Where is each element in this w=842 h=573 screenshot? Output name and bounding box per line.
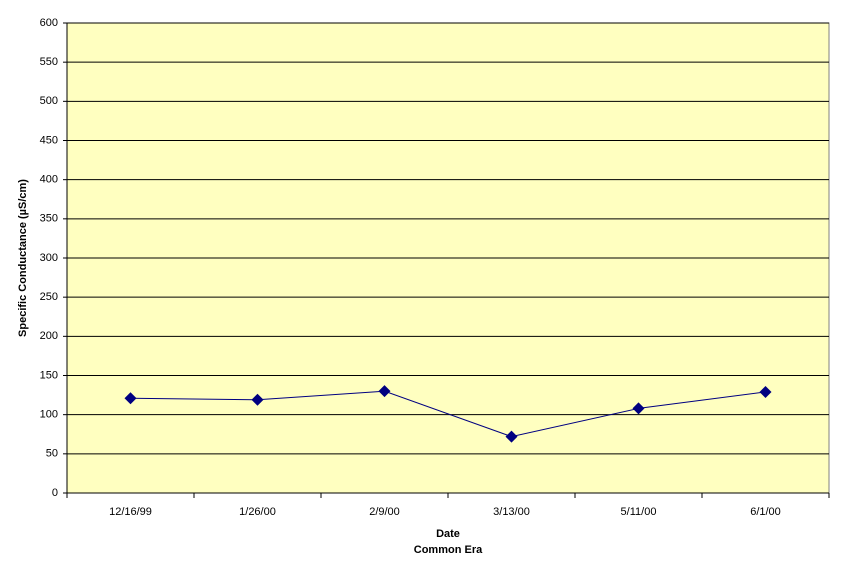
x-tick-label: 2/9/00 (369, 506, 400, 518)
data-marker (759, 385, 772, 398)
y-tick-label: 250 (40, 291, 58, 303)
data-marker (505, 430, 518, 443)
x-tick-label: 3/13/00 (493, 506, 530, 518)
x-axis-title: Date (436, 528, 460, 540)
data-marker (251, 393, 264, 406)
x-tick-label: 1/26/00 (239, 506, 276, 518)
y-tick-label: 100 (40, 409, 58, 421)
data-marker (632, 402, 645, 415)
x-tick-label: 12/16/99 (109, 506, 152, 518)
y-tick-label: 600 (40, 17, 58, 29)
x-tick-label: 5/11/00 (621, 506, 657, 518)
y-tick-label: 350 (40, 213, 58, 225)
data-marker (124, 392, 137, 405)
x-tick-label: 6/1/00 (750, 506, 781, 518)
y-tick-label: 550 (40, 56, 58, 68)
y-tick-label: 300 (40, 252, 58, 264)
y-tick-label: 400 (40, 174, 58, 186)
data-line (130, 390, 766, 438)
y-tick-label: 150 (40, 369, 58, 381)
y-tick-label: 200 (40, 330, 58, 342)
x-axis-subtitle: Common Era (414, 544, 483, 556)
data-marker (378, 385, 391, 398)
y-tick-label: 50 (46, 448, 58, 460)
y-tick-label: 450 (40, 134, 58, 146)
y-axis-title: Specific Conductance (µS/cm) (17, 179, 29, 337)
y-tick-label: 0 (52, 487, 58, 499)
y-tick-label: 500 (40, 95, 58, 107)
